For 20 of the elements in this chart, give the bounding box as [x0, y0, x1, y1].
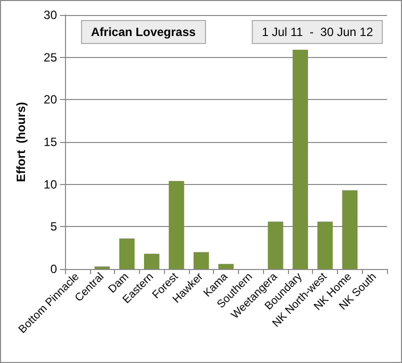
bar	[168, 180, 184, 269]
y-tick-label: 15	[44, 135, 58, 149]
bar	[342, 190, 358, 269]
bar	[144, 254, 160, 269]
bar	[218, 264, 234, 269]
bar	[194, 252, 209, 269]
bar	[119, 238, 135, 269]
text: African Lovegrass	[91, 25, 196, 39]
bar	[268, 222, 284, 269]
annotation: 1 Jul 11 - 30 Jun 12	[262, 25, 374, 39]
y-tick-label: 25	[44, 50, 58, 64]
y-tick-label: 30	[44, 8, 58, 22]
bar	[94, 266, 110, 269]
bar	[317, 222, 333, 269]
y-tick-label: 0	[50, 262, 58, 276]
y-tick-label: 10	[44, 177, 58, 192]
y-tick-label: 20	[44, 92, 58, 107]
y-tick-label: 5	[50, 220, 58, 234]
y-axis-title: Effort (hours)	[14, 102, 28, 182]
bar	[292, 50, 308, 269]
